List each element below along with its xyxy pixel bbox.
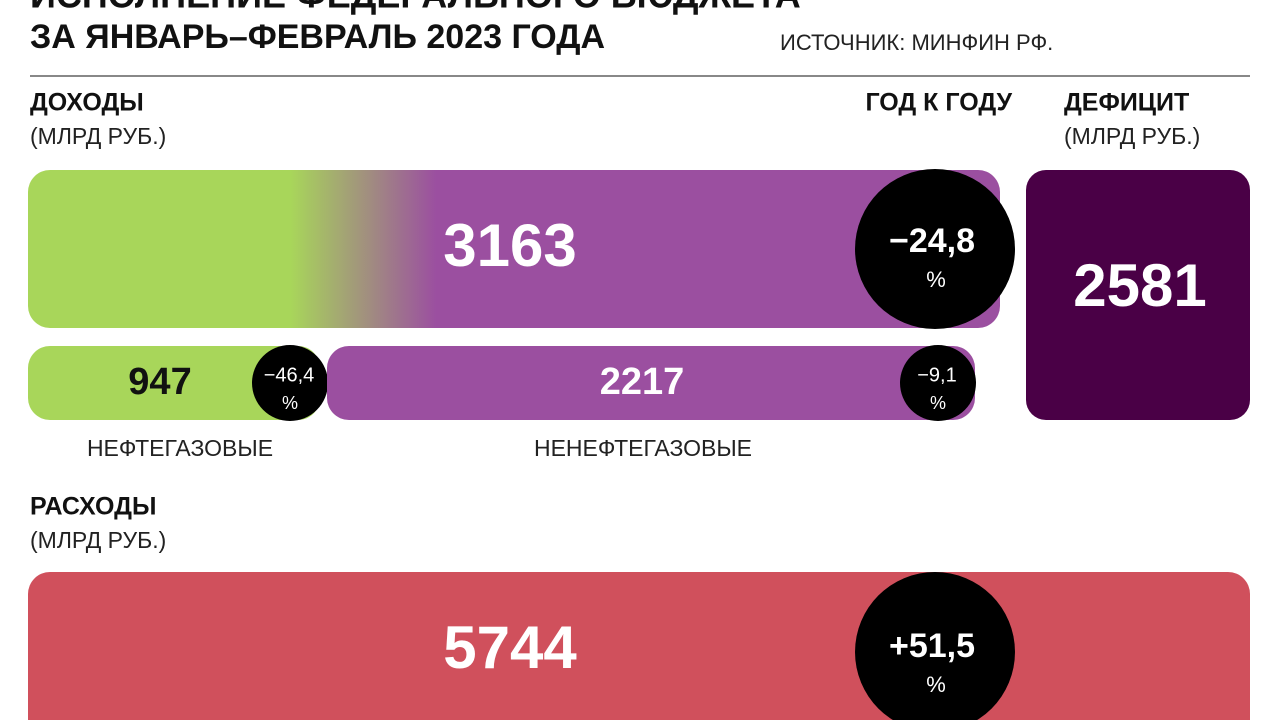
oil-bar [28,346,320,420]
change-circle [855,572,1015,720]
revenue-bar [28,170,1000,328]
expenses-bar [28,572,1250,720]
non-oil-value: 2217 [600,361,685,403]
title-line2: ЗА ЯНВАРЬ–ФЕВРАЛЬ 2023 ГОДА [30,18,605,56]
revenue-change: −24,8 [889,222,975,260]
deficit-value: 2581 [1073,252,1206,319]
expenses-change: +51,5 [889,627,975,665]
oil-value: 947 [128,361,191,403]
oil-label: НЕФТЕГАЗОВЫЕ [87,435,273,461]
non-oil-bar [327,346,975,420]
change-circle [252,345,328,421]
deficit-box [1026,170,1250,420]
revenue-label: ДОХОДЫ [30,89,144,117]
change-circle [900,345,976,421]
percent: % [926,267,946,292]
change-circle [855,169,1015,329]
deficit-label: ДЕФИЦИТ [1064,89,1189,117]
yoy-label: ГОД К ГОДУ [865,89,1012,117]
non-oil-change: −9,1 [917,364,956,386]
percent: % [282,393,298,413]
expenses-label: РАСХОДЫ [30,493,156,521]
revenue-value: 3163 [443,212,576,279]
title-line1: ИСПОЛНЕНИЕ ФЕДЕРАЛЬНОГО БЮДЖЕТА [30,0,801,16]
non-oil-label: НЕНЕФТЕГАЗОВЫЕ [534,435,752,461]
source: ИСТОЧНИК: МИНФИН РФ. [780,30,1053,55]
expenses-unit: (МЛРД РУБ.) [30,527,166,553]
percent: % [930,393,946,413]
expenses-value: 5744 [443,614,577,681]
revenue-unit: (МЛРД РУБ.) [30,123,166,149]
deficit-unit: (МЛРД РУБ.) [1064,123,1200,149]
percent: % [926,672,946,697]
oil-change: −46,4 [264,364,315,386]
